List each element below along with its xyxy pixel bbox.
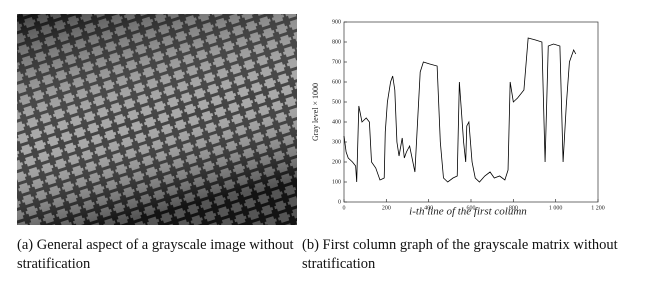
y-tick-label: 500 [332,99,341,105]
y-tick-label: 0 [338,199,341,205]
x-tick-label: 600 [467,205,476,211]
y-tick-label: 800 [332,39,341,45]
x-tick-label: 400 [424,205,433,211]
data-line [343,37,577,183]
y-tick-label: 700 [332,59,341,65]
x-axis-label: i-th line of the first column [409,206,527,218]
y-tick-label: 300 [332,139,341,145]
x-tick-label: 800 [509,205,518,211]
y-tick-label: 600 [332,79,341,85]
y-tick-label: 400 [332,119,341,125]
x-tick-label: 200 [382,205,391,211]
y-tick-label: 900 [332,19,341,25]
y-axis-label: Gray level × 1000 [311,83,320,141]
caption-b: (b) First column graph of the grayscale … [302,237,618,272]
y-tick-label: 200 [332,159,341,165]
x-tick-label: 0 [343,205,346,211]
x-tick-label: 1 000 [549,205,563,211]
x-tick-label: 1 200 [591,205,605,211]
caption-a: (a) General aspect of a grayscale image … [17,237,294,272]
y-tick-label: 100 [332,179,341,185]
